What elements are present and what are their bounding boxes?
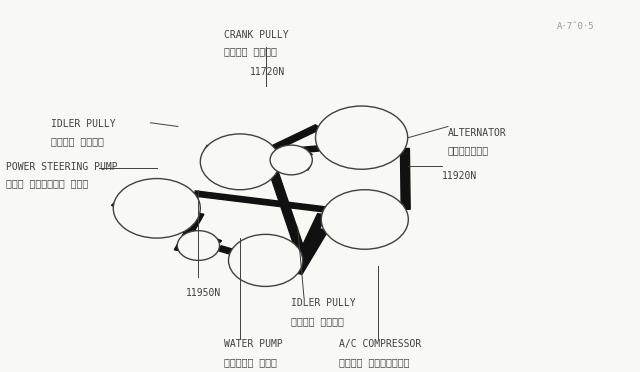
Text: パワー ステアリング ポンプ: パワー ステアリング ポンプ: [6, 179, 89, 189]
Polygon shape: [217, 246, 233, 254]
Text: IDLER PULLY: IDLER PULLY: [291, 298, 356, 308]
Polygon shape: [272, 146, 319, 155]
Text: ALTERNATOR: ALTERNATOR: [448, 128, 507, 138]
Text: 11950N: 11950N: [186, 288, 221, 298]
Text: IDLER PULLY: IDLER PULLY: [51, 119, 116, 129]
Polygon shape: [267, 164, 305, 252]
Ellipse shape: [228, 234, 303, 286]
Polygon shape: [271, 125, 321, 150]
Text: CRANK PULLY: CRANK PULLY: [224, 30, 289, 40]
Ellipse shape: [316, 106, 408, 169]
Ellipse shape: [177, 231, 220, 260]
Text: オルタネーター: オルタネーター: [448, 145, 489, 155]
Text: WATER PUMP: WATER PUMP: [224, 339, 283, 349]
Text: 11920N: 11920N: [442, 171, 477, 181]
Text: ウォーター ポンプ: ウォーター ポンプ: [224, 357, 277, 367]
Polygon shape: [193, 191, 325, 212]
Text: A·7ˆ0·5: A·7ˆ0·5: [557, 22, 595, 31]
Ellipse shape: [321, 190, 408, 249]
Text: 11720N: 11720N: [250, 67, 285, 77]
Polygon shape: [174, 213, 204, 251]
Ellipse shape: [270, 145, 312, 175]
Polygon shape: [276, 151, 312, 169]
Polygon shape: [204, 145, 311, 170]
Polygon shape: [298, 214, 326, 257]
Text: POWER STEERING PUMP: POWER STEERING PUMP: [6, 162, 118, 172]
Text: クランク プーリー: クランク プーリー: [224, 46, 277, 57]
Polygon shape: [401, 148, 410, 209]
Text: A/C COMPRESSOR: A/C COMPRESSOR: [339, 339, 422, 349]
Ellipse shape: [200, 134, 280, 190]
Text: アイドラ プーリー: アイドラ プーリー: [291, 316, 344, 326]
Polygon shape: [294, 229, 328, 274]
Polygon shape: [111, 201, 221, 245]
Text: エアコン コンプレッサー: エアコン コンプレッサー: [339, 357, 410, 367]
Text: アイドラ プーリー: アイドラ プーリー: [51, 136, 104, 146]
Ellipse shape: [113, 179, 200, 238]
